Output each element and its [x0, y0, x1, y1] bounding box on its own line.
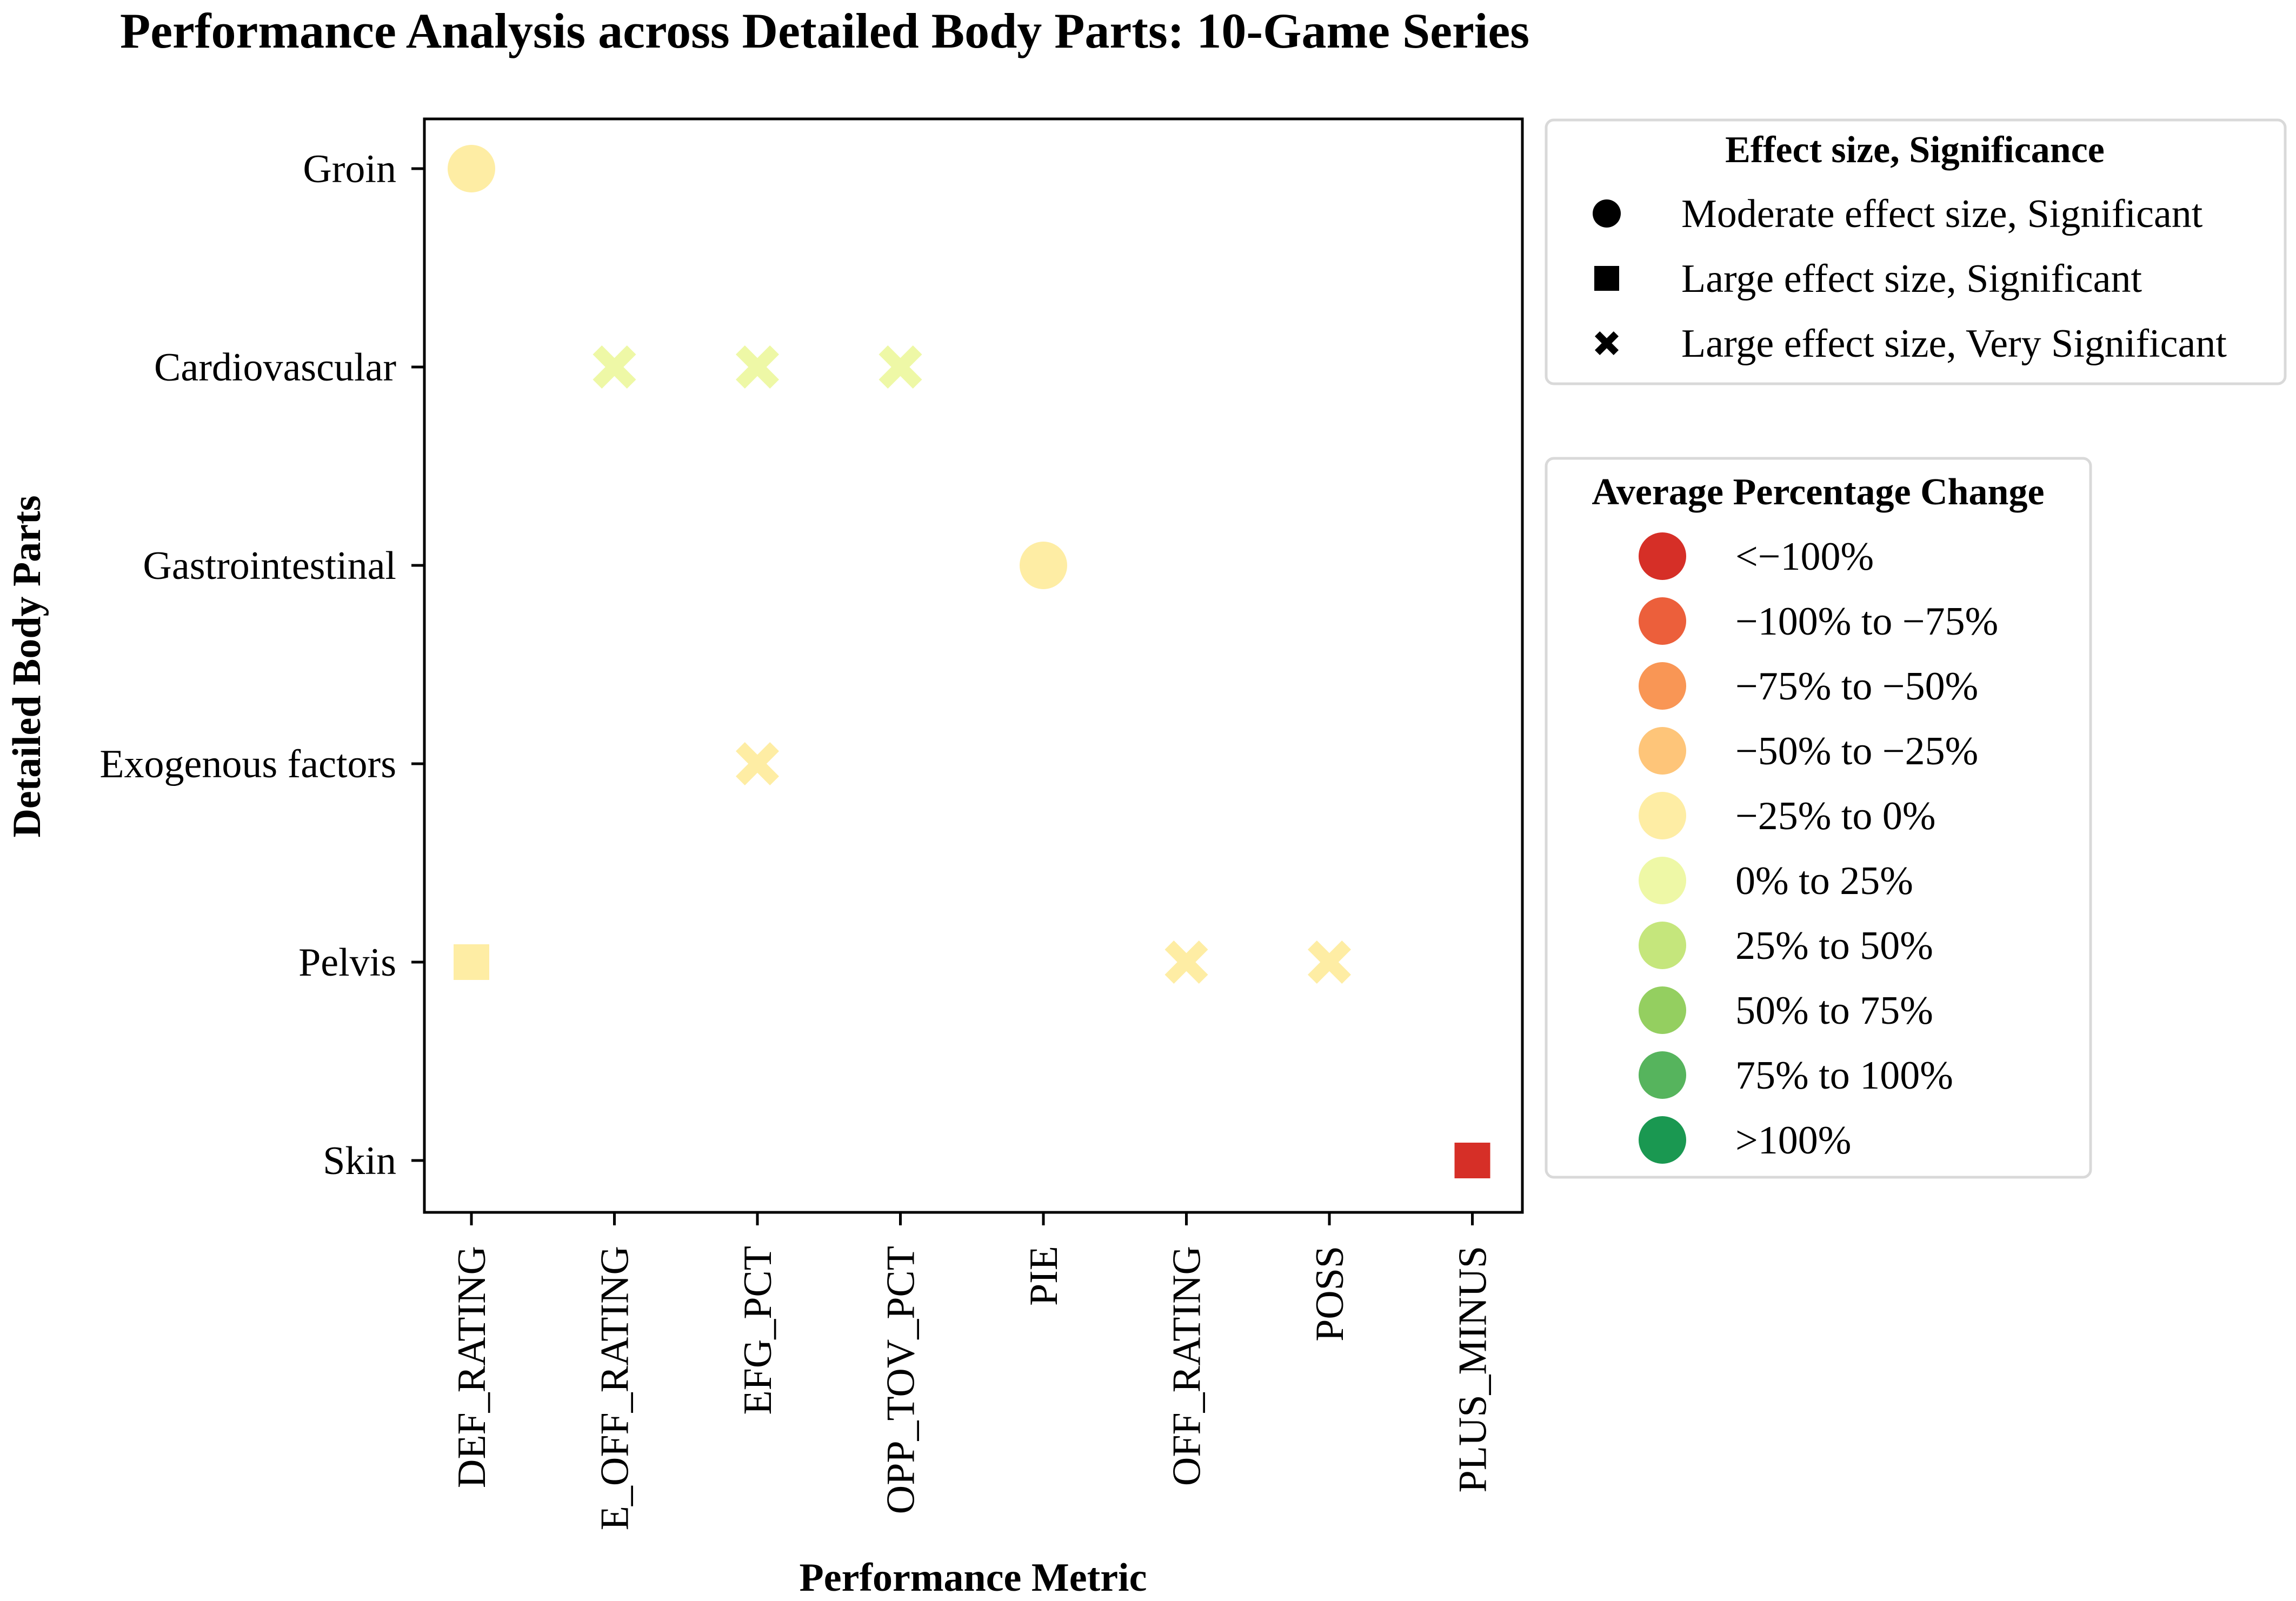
point-skin-plus-minus — [1454, 1143, 1490, 1178]
point-pelvis-off-rating — [1164, 940, 1208, 984]
color-legend-swatch-0 — [1639, 532, 1686, 580]
color-legend-title: Average Percentage Change — [1592, 471, 2044, 513]
color-legend-swatch-3 — [1639, 727, 1686, 775]
x-tick-label-e-off-rating: E_OFF_RATING — [593, 1246, 637, 1530]
color-legend-swatch-9 — [1639, 1116, 1686, 1164]
shape-legend-title: Effect size, Significance — [1725, 129, 2105, 171]
color-legend-label-5: 0% to 25% — [1735, 859, 1913, 903]
shape-legend-label-circle: Moderate effect size, Significant — [1681, 192, 2203, 236]
point-groin-def-rating — [448, 145, 495, 192]
color-legend-swatch-2 — [1639, 662, 1686, 710]
shape-legend-label-square: Large effect size, Significant — [1681, 257, 2142, 301]
x-tick-label-opp-tov-pct: OPP_TOV_PCT — [879, 1246, 923, 1514]
shape-legend-marker-x — [1595, 331, 1619, 355]
shape-legend: Effect size, Significance Moderate effec… — [1545, 118, 2287, 385]
shape-legend-marker-circle — [1593, 199, 1621, 228]
x-axis: DEF_RATING E_OFF_RATING EFG_PCT OPP_TOV_PCT… — [450, 1212, 1495, 1530]
x-tick-label-efg-pct: EFG_PCT — [736, 1246, 780, 1415]
color-legend-label-6: 25% to 50% — [1735, 924, 1933, 968]
x-tick-label-off-rating: OFF_RATING — [1165, 1246, 1209, 1486]
color-legend: Average Percentage Change <−100% −100% to… — [1545, 457, 2092, 1179]
color-legend-label-4: −25% to 0% — [1735, 794, 1936, 838]
color-legend-label-8: 75% to 100% — [1735, 1053, 1953, 1098]
y-tick-label-pelvis: Pelvis — [298, 940, 396, 985]
y-tick-label-gastrointestinal: Gastrointestinal — [143, 544, 396, 588]
y-tick-label-cardiovascular: Cardiovascular — [154, 345, 396, 390]
color-legend-label-2: −75% to −50% — [1735, 664, 1978, 709]
x-tick-label-def-rating: DEF_RATING — [450, 1246, 494, 1488]
x-axis-label: Performance Metric — [800, 1556, 1147, 1600]
color-legend-swatch-8 — [1639, 1051, 1686, 1099]
color-legend-swatch-5 — [1639, 857, 1686, 904]
x-tick-label-poss: POSS — [1308, 1246, 1352, 1342]
color-legend-swatch-7 — [1639, 986, 1686, 1034]
x-tick-label-pie: PIE — [1022, 1246, 1066, 1306]
color-legend-swatch-1 — [1639, 597, 1686, 645]
color-legend-label-7: 50% to 75% — [1735, 989, 1933, 1033]
y-tick-label-exogenous-factors: Exogenous factors — [99, 742, 396, 786]
color-legend-label-3: −50% to −25% — [1735, 729, 1978, 773]
point-cardiovascular-efg-pct — [736, 345, 779, 389]
color-legend-label-1: −100% to −75% — [1735, 599, 1998, 644]
color-legend-swatch-4 — [1639, 792, 1686, 839]
shape-legend-items: Moderate effect size, Significant Large e… — [1593, 192, 2227, 366]
shape-legend-label-x: Large effect size, Very Significant — [1681, 322, 2227, 366]
color-legend-label-0: <−100% — [1735, 535, 1874, 579]
point-cardiovascular-opp-tov-pct — [879, 345, 922, 389]
point-exogenous-factors-efg-pct — [736, 742, 779, 785]
shape-legend-marker-square — [1594, 266, 1619, 291]
point-gastrointestinal-pie — [1020, 542, 1067, 589]
point-pelvis-def-rating — [454, 944, 489, 980]
plot-frame — [423, 117, 1524, 1214]
color-legend-items: <−100% −100% to −75% −75% to −50% −50% to −… — [1639, 532, 1998, 1164]
data-marks — [448, 145, 1490, 1178]
point-pelvis-poss — [1308, 940, 1351, 984]
color-legend-label-9: >100% — [1735, 1118, 1851, 1163]
y-axis-label: Detailed Body Parts — [5, 495, 49, 837]
chart-title: Performance Analysis across Detailed Bod… — [120, 3, 1529, 58]
point-cardiovascular-e-off-rating — [593, 345, 636, 389]
color-legend-swatch-6 — [1639, 922, 1686, 969]
y-axis: Groin Cardiovascular Gastrointestinal Exoge… — [99, 147, 424, 1183]
plot-area — [423, 117, 1524, 1214]
shape-legend-frame — [1545, 118, 2287, 385]
y-tick-label-skin: Skin — [323, 1139, 396, 1183]
x-tick-label-plus-minus: PLUS_MINUS — [1451, 1246, 1495, 1492]
y-tick-label-groin: Groin — [303, 147, 396, 191]
